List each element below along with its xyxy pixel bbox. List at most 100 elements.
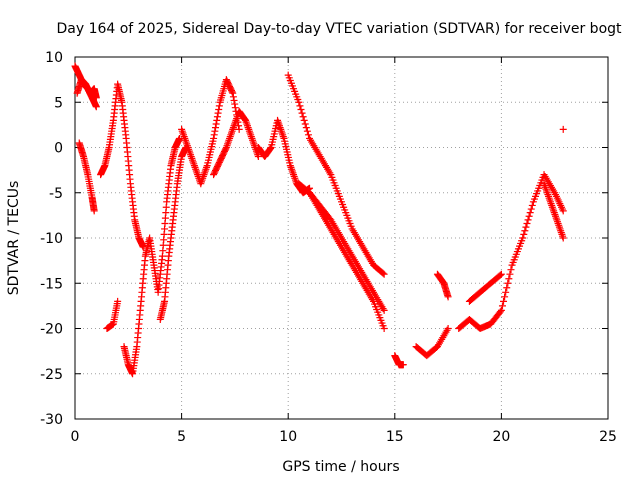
x-tick-label: 15: [386, 429, 404, 445]
y-tick-label: 0: [54, 141, 63, 157]
series-arc-h: [178, 76, 243, 188]
data-point: [231, 104, 239, 112]
y-tick-label: -5: [49, 186, 63, 202]
x-tick-label: 10: [279, 429, 297, 445]
data-point: [559, 234, 567, 242]
data-point: [501, 293, 509, 301]
data-point: [211, 124, 219, 132]
data-point: [526, 209, 534, 217]
series-arc-g: [156, 144, 190, 323]
series-arc-p: [433, 270, 452, 301]
data-point: [210, 134, 218, 142]
data-point: [228, 88, 236, 96]
series-arc-e: [103, 297, 122, 332]
series-arc-k: [284, 71, 388, 278]
data-point: [503, 284, 511, 292]
data-point: [267, 144, 275, 152]
data-point: [524, 216, 532, 224]
data-point: [496, 308, 504, 316]
data-point: [90, 207, 98, 215]
data-point: [559, 125, 567, 133]
x-tick-labels: 0 5 10 15 20 25: [71, 429, 617, 445]
series-arc-f: [120, 134, 183, 378]
y-axis-title: SDTVAR / TECUs: [6, 181, 22, 296]
data-point: [231, 100, 239, 108]
x-tick-label: 5: [177, 429, 186, 445]
data-point: [497, 270, 505, 278]
x-tick-label: 0: [71, 429, 80, 445]
data-point: [215, 105, 223, 113]
data-point: [380, 325, 388, 332]
series-arc-o: [412, 325, 452, 360]
data-point: [114, 297, 122, 305]
data-point: [521, 227, 529, 235]
data-point: [299, 113, 307, 121]
plot-frame: [74, 56, 609, 420]
series-arc-t: [559, 125, 567, 133]
data-point: [301, 120, 309, 128]
y-tick-label: -15: [40, 276, 63, 292]
data-point: [302, 124, 310, 132]
y-tick-labels: 10 5 0 -5 -10 -15 -20 -25 -30: [40, 50, 63, 428]
series-arc-m: [306, 189, 388, 332]
data-point: [498, 302, 506, 310]
series-arc-b: [71, 62, 100, 111]
series-arc-j: [254, 116, 314, 197]
data-point: [212, 120, 220, 128]
data-point: [235, 125, 243, 133]
data-point: [297, 105, 305, 113]
data-point: [229, 89, 237, 97]
data-point: [379, 269, 387, 277]
series-arc-n: [391, 352, 407, 369]
y-tick-label: -20: [40, 322, 63, 338]
data-point: [295, 98, 303, 106]
data-point: [507, 266, 515, 274]
x-tick-label: 20: [492, 429, 510, 445]
series-arc-c: [75, 139, 98, 215]
data-point: [210, 131, 218, 139]
data-point: [296, 102, 304, 110]
data-points: [71, 62, 567, 378]
y-tick-label: 10: [45, 50, 63, 66]
x-tick-label: 25: [599, 429, 617, 445]
data-point: [496, 271, 504, 279]
data-point: [222, 145, 230, 153]
data-point: [300, 116, 308, 124]
data-point: [229, 93, 237, 101]
data-point: [559, 207, 567, 215]
data-point: [522, 223, 530, 231]
data-point: [444, 293, 452, 301]
series-arc-s: [540, 180, 567, 242]
data-point: [528, 201, 536, 209]
data-point: [525, 212, 533, 220]
data-point: [304, 131, 312, 139]
data-point: [380, 306, 388, 314]
data-point: [214, 109, 222, 117]
y-tick-label: -30: [40, 412, 63, 428]
data-point: [211, 127, 219, 135]
data-point: [502, 288, 510, 296]
data-point: [523, 220, 531, 228]
chart-title: Day 164 of 2025, Sidereal Day-to-day VTE…: [56, 21, 622, 37]
data-point: [303, 127, 311, 135]
data-point: [213, 116, 221, 124]
data-point: [520, 230, 528, 238]
series-arc-r: [465, 270, 505, 305]
y-tick-label: 5: [54, 95, 63, 111]
data-point: [215, 102, 223, 110]
data-point: [504, 279, 512, 287]
data-point: [298, 109, 306, 117]
data-point: [527, 205, 535, 213]
data-point: [444, 325, 452, 332]
data-point: [230, 96, 238, 104]
y-tick-label: -10: [40, 231, 63, 247]
x-axis-title: GPS time / hours: [282, 459, 399, 475]
series-arc-q: [455, 171, 567, 332]
data-point: [92, 103, 100, 111]
data-point: [519, 234, 527, 242]
data-point: [254, 153, 262, 161]
data-point: [500, 297, 508, 305]
data-point: [399, 361, 407, 369]
data-point: [380, 270, 388, 278]
